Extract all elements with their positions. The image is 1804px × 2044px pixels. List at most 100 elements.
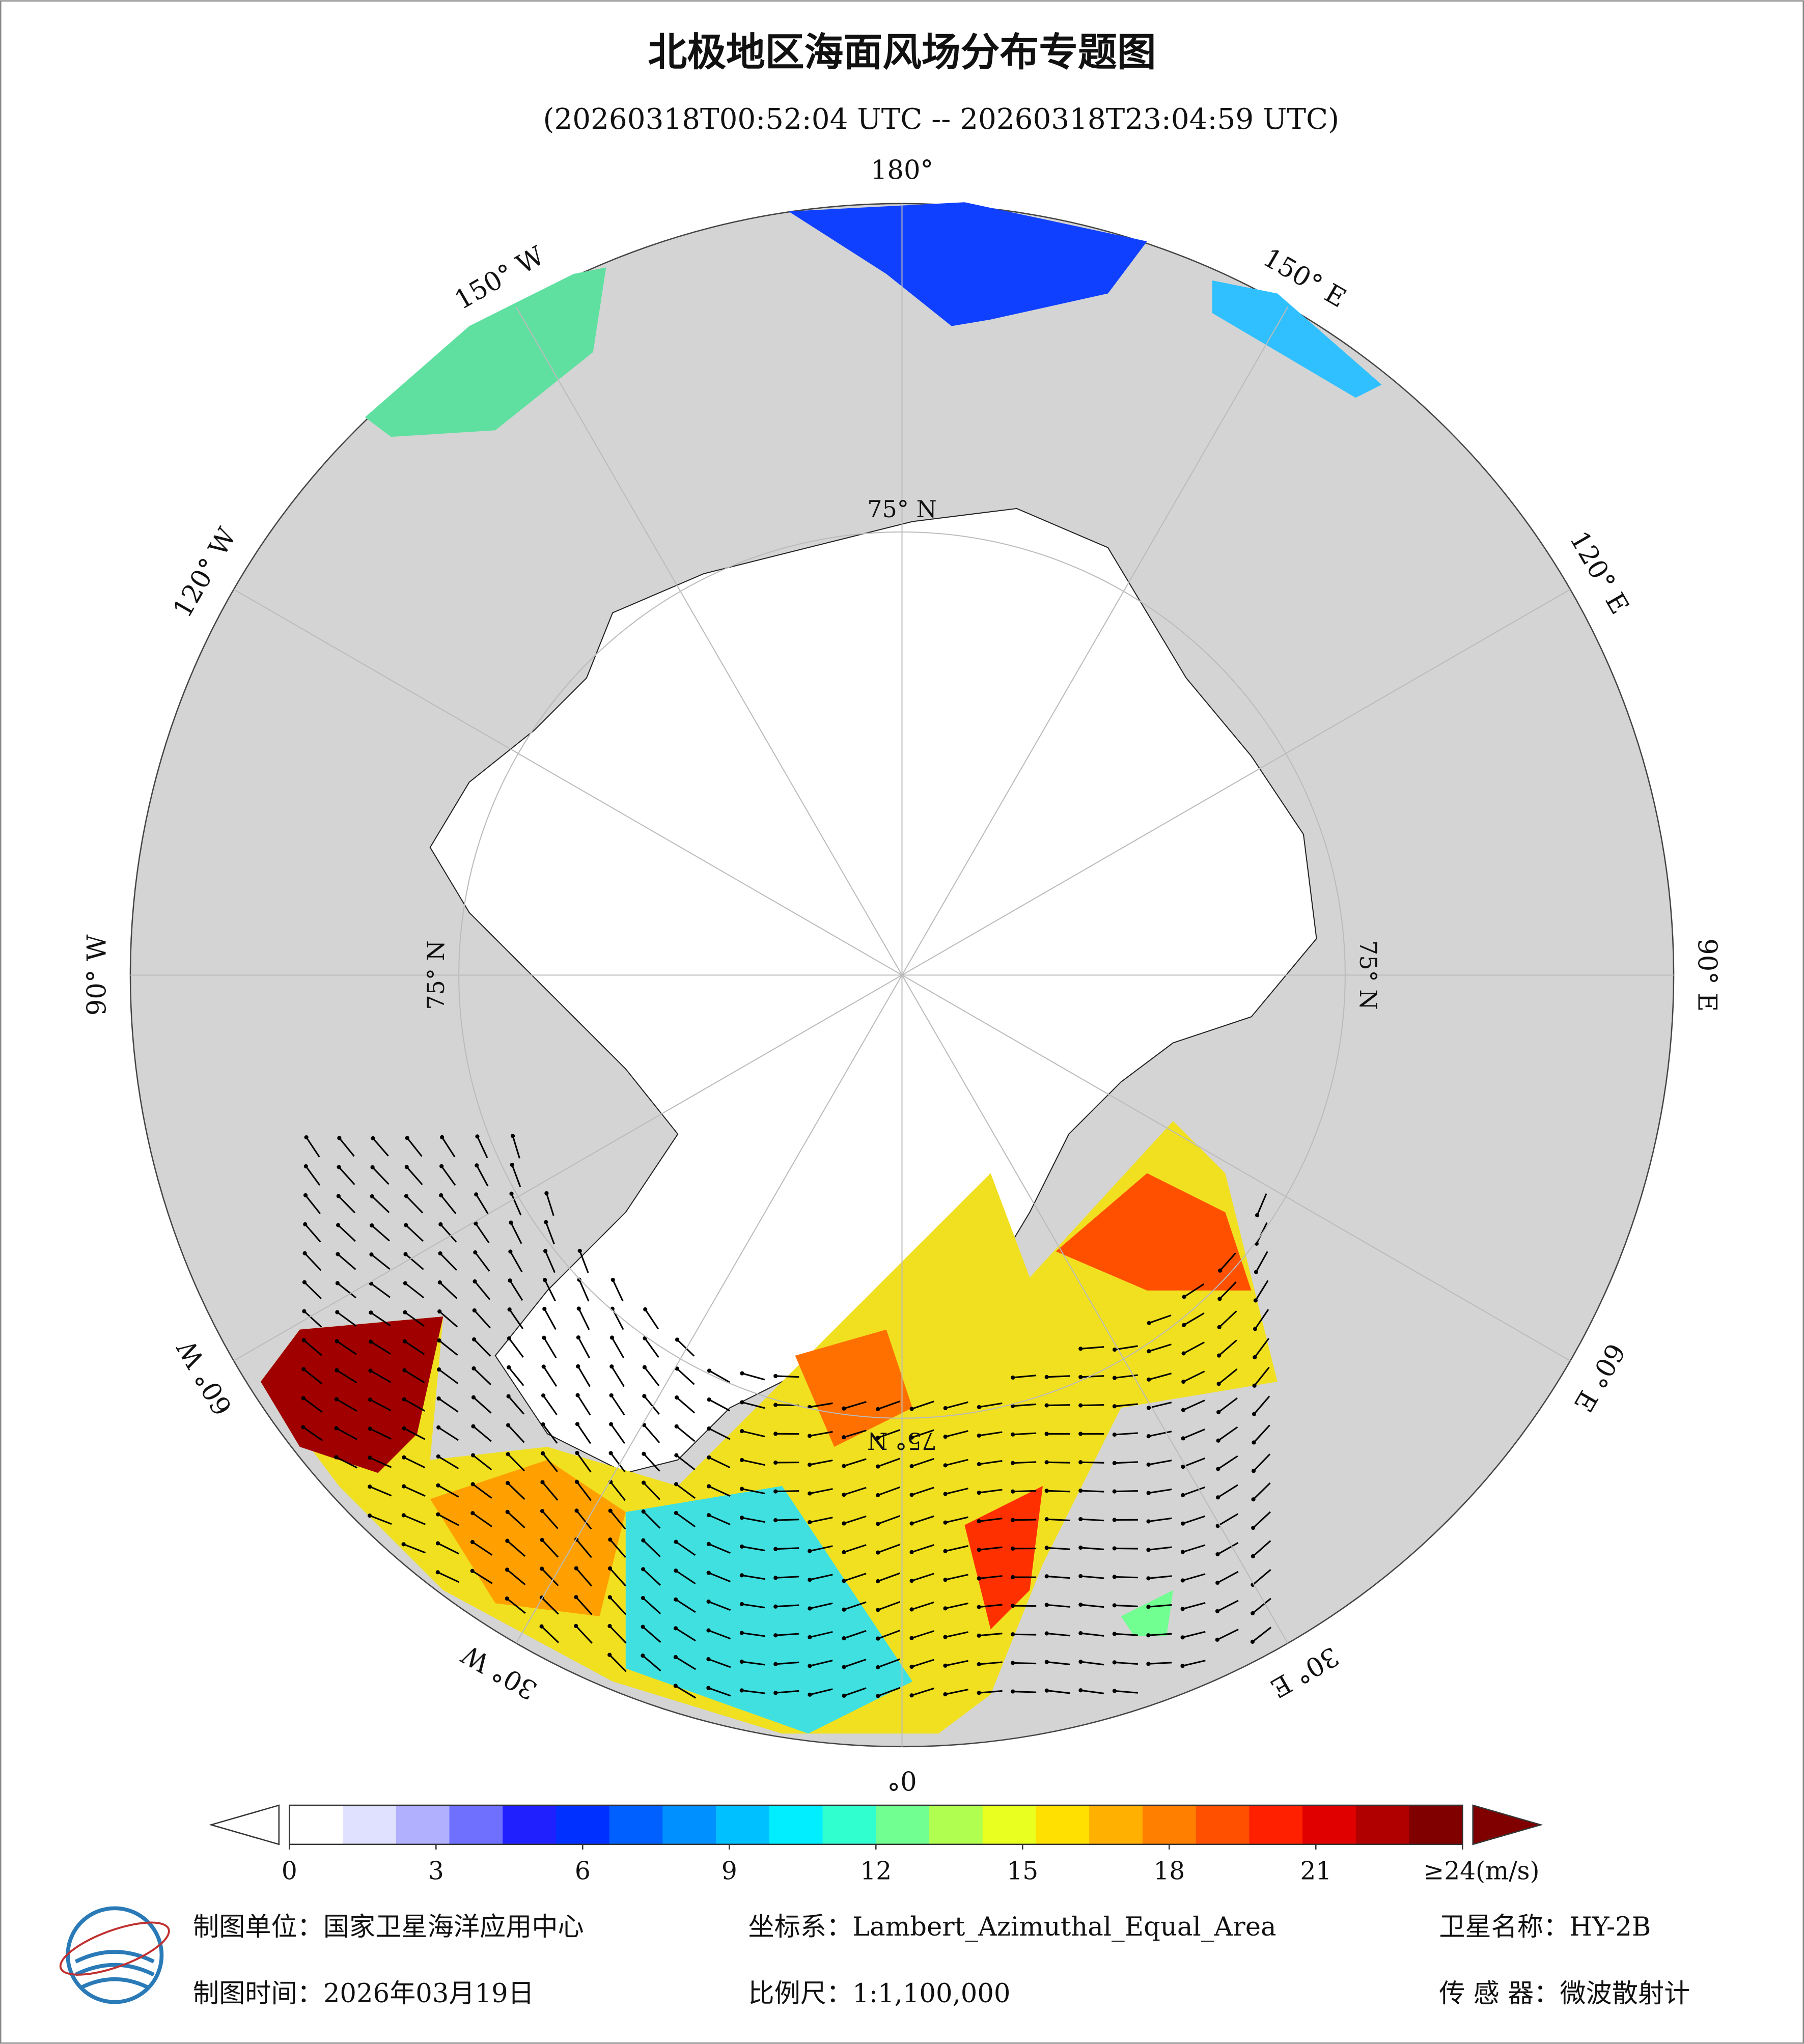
wind-arrow-head xyxy=(1112,1546,1117,1551)
wind-arrow-head xyxy=(842,1464,846,1468)
wind-arrow-head xyxy=(1180,1578,1185,1583)
wind-arrow-head xyxy=(368,1368,373,1373)
wind-arrow xyxy=(509,1309,524,1330)
wind-arrow xyxy=(1217,1629,1239,1641)
wind-arrow-head xyxy=(1180,1664,1185,1668)
wind-arrow xyxy=(1148,1546,1172,1551)
wind-arrow xyxy=(1046,1375,1070,1378)
wind-arrow-head xyxy=(607,1653,612,1657)
wind-arrow-head xyxy=(1011,1575,1015,1580)
wind-arrow xyxy=(642,1626,661,1643)
wind-arrow-head xyxy=(808,1520,812,1525)
wind-arrow xyxy=(306,1137,320,1158)
logo-orbit xyxy=(59,1921,170,1976)
wind-arrow-head xyxy=(1078,1660,1083,1664)
wind-arrow-head xyxy=(404,1165,409,1169)
wind-arrow-head xyxy=(1180,1521,1185,1526)
wind-arrow xyxy=(541,1510,559,1529)
wind-arrow xyxy=(370,1427,392,1440)
colorbar-tick-label: 0 xyxy=(282,1857,297,1886)
wind-arrow-head xyxy=(505,1567,510,1572)
wind-arrow-head xyxy=(943,1435,948,1439)
wind-arrow-head xyxy=(505,1596,509,1601)
wind-arrow-head xyxy=(401,1484,406,1489)
wind-arrow xyxy=(1046,1461,1070,1464)
wind-arrow xyxy=(437,1485,459,1498)
wind-arrow-head xyxy=(842,1435,846,1440)
wind-arrow-head xyxy=(1011,1546,1015,1551)
wind-arrow-head xyxy=(1112,1518,1117,1522)
wind-swath xyxy=(964,1486,1043,1630)
colorbar-cell xyxy=(503,1805,557,1844)
wind-arrow xyxy=(945,1574,968,1581)
wind-arrow xyxy=(542,1452,558,1472)
wind-arrow-head xyxy=(1044,1546,1049,1550)
wind-arrow-head xyxy=(909,1521,914,1526)
colorbar-cell xyxy=(982,1805,1037,1844)
wind-arrow xyxy=(1183,1429,1205,1439)
wind-arrow xyxy=(438,1368,459,1384)
wind-arrow xyxy=(741,1517,765,1523)
wind-arrow-head xyxy=(609,1335,615,1340)
colorbar-cell xyxy=(609,1805,663,1844)
logo-waves xyxy=(74,1950,155,1990)
wind-arrow-head xyxy=(576,1364,580,1369)
wind-arrow-head xyxy=(435,1541,440,1546)
wind-arrow xyxy=(507,1511,525,1529)
wind-arrow xyxy=(1218,1397,1238,1413)
wind-arrow xyxy=(474,1338,491,1357)
wind-arrow xyxy=(405,1195,424,1214)
wind-arrow xyxy=(675,1512,696,1528)
wind-arrow-head xyxy=(1078,1489,1083,1493)
colorbar-cell xyxy=(1355,1805,1410,1844)
wind-arrow xyxy=(507,1453,525,1472)
wind-arrow-head xyxy=(1078,1602,1083,1607)
wind-arrow-head xyxy=(943,1406,948,1411)
wind-arrow-head xyxy=(909,1464,914,1469)
wind-arrow xyxy=(810,1688,833,1696)
wind-arrow-head xyxy=(706,1599,711,1604)
wind-arrow-head xyxy=(842,1579,846,1583)
wind-arrow xyxy=(473,1454,492,1471)
wind-arrow xyxy=(404,1340,425,1355)
wind-arrow-head xyxy=(1146,1662,1151,1666)
wind-arrow-head xyxy=(507,1336,512,1341)
wind-arrow xyxy=(1183,1399,1205,1411)
wind-arrow-head xyxy=(909,1693,914,1698)
wind-arrow xyxy=(1255,1280,1269,1301)
wind-arrow-head xyxy=(334,1397,339,1402)
wind-arrow xyxy=(337,1253,356,1270)
wind-arrow xyxy=(1182,1660,1206,1667)
wind-arrow xyxy=(403,1457,426,1469)
wind-arrow-head xyxy=(773,1576,778,1580)
wind-arrow xyxy=(708,1630,731,1640)
wind-arrow xyxy=(809,1459,833,1466)
wind-arrow xyxy=(676,1425,696,1442)
wind-arrow-head xyxy=(773,1518,778,1523)
wind-arrow xyxy=(1080,1689,1104,1694)
wind-arrow xyxy=(403,1427,426,1440)
wind-arrow-head xyxy=(773,1403,778,1407)
wind-arrow-head xyxy=(607,1566,613,1571)
wind-arrow xyxy=(708,1658,731,1668)
wind-arrow-head xyxy=(1216,1410,1221,1415)
wind-arrow xyxy=(945,1545,968,1552)
wind-arrow xyxy=(609,1567,626,1587)
wind-arrow-head xyxy=(706,1542,711,1546)
wind-arrow xyxy=(438,1426,459,1441)
wind-arrow xyxy=(473,1367,491,1385)
wind-arrow-head xyxy=(1011,1432,1015,1437)
wind-arrow xyxy=(437,1514,459,1526)
wind-arrow-head xyxy=(643,1307,648,1312)
wind-arrow-head xyxy=(773,1489,778,1494)
wind-arrow-head xyxy=(505,1538,510,1543)
colorbar-cell xyxy=(662,1805,717,1844)
wind-arrow-head xyxy=(1216,1382,1221,1386)
wind-arrow-head xyxy=(402,1339,407,1343)
wind-arrow-head xyxy=(1146,1576,1151,1581)
wind-arrow-head xyxy=(575,1422,580,1426)
wind-arrow-head xyxy=(404,1223,408,1227)
wind-arrow-head xyxy=(540,1509,545,1514)
wind-arrow xyxy=(579,1250,589,1273)
wind-arrow-head xyxy=(1217,1325,1222,1330)
